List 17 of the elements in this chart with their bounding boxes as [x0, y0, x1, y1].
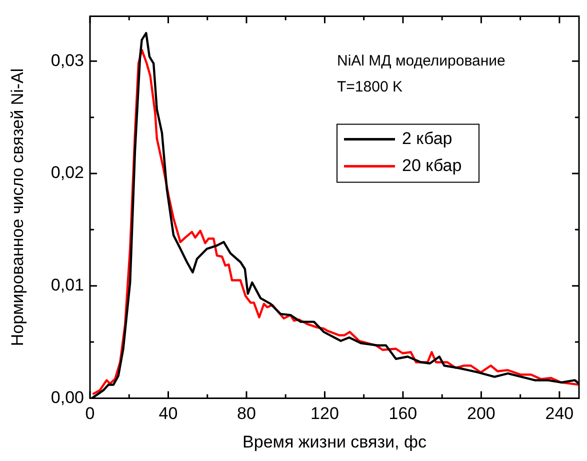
y-tick-label: 0,01 — [50, 276, 84, 295]
y-tick-label: 0,03 — [50, 50, 84, 70]
x-axis-title: Время жизни связи, фс — [242, 432, 427, 452]
legend-label: 20 кбар — [402, 156, 462, 175]
x-tick-label: 240 — [545, 404, 574, 424]
x-tick-label: 120 — [310, 404, 339, 424]
y-axis-title: Нормированное число связей Ni-Al — [8, 68, 27, 346]
x-tick-label: 80 — [237, 404, 256, 424]
legend-label: 2 кбар — [402, 128, 452, 148]
y-tick-label: 0,02 — [50, 163, 84, 182]
x-tick-label: 200 — [467, 404, 496, 424]
annotation: NiAl МД моделирование — [337, 52, 506, 70]
annotation: T=1800 K — [337, 78, 402, 96]
y-tick-label: 0,00 — [50, 388, 84, 407]
x-tick-label: 160 — [388, 404, 418, 424]
x-tick-label: 40 — [158, 404, 178, 424]
x-tick-label: 0 — [85, 404, 95, 424]
